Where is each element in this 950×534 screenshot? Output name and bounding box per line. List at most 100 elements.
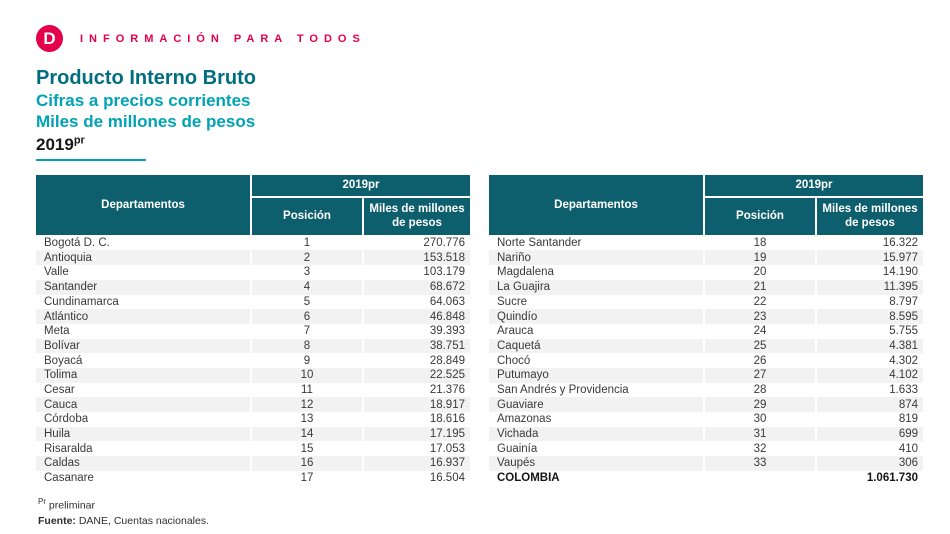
table-row: Vichada 31 699	[489, 426, 923, 442]
department-cell: Amazonas	[497, 413, 552, 426]
department-cell: Valle	[44, 266, 69, 279]
value-cell: 16.937	[364, 456, 470, 471]
source-text: DANE, Cuentas nacionales.	[78, 515, 209, 528]
department-cell: Arauca	[497, 325, 534, 338]
position-cell: 14	[252, 426, 362, 442]
table-header: Departamentos 2019pr Posición Miles de m…	[36, 174, 470, 235]
value-cell: 153.518	[364, 250, 470, 266]
department-cell: Boyacá	[44, 354, 83, 367]
table-row: Sucre 22 8.797	[489, 295, 923, 310]
position-cell: 7	[303, 325, 311, 338]
position-cell: 5	[303, 295, 311, 308]
table-row: Magdalena 20 14.190	[489, 265, 923, 280]
table-row: Quindío 23 8.595	[489, 309, 923, 324]
department-cell: Caldas	[36, 456, 250, 471]
value-cell: 1.633	[889, 383, 918, 396]
position-cell: 23	[705, 309, 815, 324]
department-cell: Cauca	[36, 397, 250, 412]
department-cell: Norte Santander	[497, 237, 582, 250]
year-label: 2019pr	[36, 134, 950, 155]
department-cell: Guaviare	[489, 397, 703, 412]
page-title: Producto Interno Bruto	[36, 67, 256, 89]
position-cell: 33	[705, 456, 815, 471]
department-cell: Atlántico	[36, 309, 250, 324]
tables-container: Departamentos 2019pr Posición Miles de m…	[36, 174, 923, 486]
department-cell: Cundinamarca	[44, 295, 119, 308]
department-cell: Meta	[44, 325, 70, 338]
value-cell: 15.977	[817, 250, 923, 266]
value-cell: 103.179	[423, 266, 465, 279]
value-cell: 874	[817, 397, 923, 412]
position-cell: 25	[705, 338, 815, 354]
footnote-text: preliminar	[48, 499, 96, 512]
value-cell: 21.376	[429, 383, 465, 396]
value-cell: 4.302	[889, 354, 918, 367]
gdp-table-right: Departamentos 2019pr Posición Miles de m…	[489, 174, 923, 486]
position-cell: 20	[753, 266, 767, 279]
subtitle-prices: Cifras a precios corrientes	[36, 91, 251, 110]
position-cell: 1	[303, 237, 311, 250]
value-cell: 18.616	[429, 413, 465, 426]
value-cell: 819	[898, 413, 918, 426]
table-row: Córdoba 13 18.616	[36, 412, 470, 427]
department-cell: Antioquia	[36, 250, 250, 266]
position-cell: 19	[705, 250, 815, 266]
source-line: Fuente: DANE, Cuentas nacionales.	[38, 514, 950, 529]
table-row: Bolívar 8 38.751	[36, 338, 470, 354]
position-cell: 10	[252, 367, 362, 383]
department-cell: Sucre	[497, 295, 528, 308]
table-row: Casanare 17 16.504	[36, 471, 470, 486]
position-cell: 22	[753, 295, 767, 308]
position-cell: 32	[753, 442, 767, 455]
year-underline	[36, 158, 146, 161]
table-row: Norte Santander 18 16.322	[489, 236, 923, 251]
year-superscript: pr	[73, 133, 85, 146]
table-row: Arauca 24 5.755	[489, 324, 923, 339]
value-cell: 46.848	[364, 309, 470, 324]
value-cell: 16.322	[882, 237, 918, 250]
position-cell: 11	[301, 383, 313, 396]
department-cell: Tolima	[36, 367, 250, 383]
position-cell: 9	[303, 354, 311, 367]
position-cell: 29	[705, 397, 815, 412]
value-cell: 11.395	[817, 279, 923, 295]
table-body: Bogotá D. C. 1 270.776 Antioquia 2 153.518 Val…	[36, 236, 470, 486]
department-cell: COLOMBIA	[497, 472, 560, 485]
position-cell: 18	[753, 237, 767, 250]
table-row: Caldas 16 16.937	[36, 456, 470, 471]
table-row: Santander 4 68.672	[36, 279, 470, 295]
table-header: Departamentos 2019pr Posición Miles de m…	[489, 174, 923, 235]
dane-logo-letter: D	[43, 29, 56, 48]
column-header-year-group: 2019pr	[252, 174, 470, 196]
value-cell: 14.190	[882, 266, 918, 279]
department-cell: Vaupés	[489, 456, 703, 471]
table-row: Guaviare 29 874	[489, 397, 923, 412]
value-cell: 18.917	[364, 397, 470, 412]
value-cell: 1.061.730	[866, 472, 918, 485]
position-cell: 13	[300, 413, 314, 426]
department-cell: Chocó	[497, 354, 531, 367]
column-header-departamentos: Departamentos	[36, 174, 250, 235]
department-cell: Bolívar	[36, 338, 250, 354]
table-row: Caquetá 25 4.381	[489, 338, 923, 354]
value-cell: 16.504	[429, 472, 465, 485]
brand-tagline: INFORMACIÓN PARA TODOS	[80, 32, 366, 45]
table-row: Guainía 32 410	[489, 441, 923, 456]
year-value: 2019	[36, 134, 74, 154]
table-row: Vaupés 33 306	[489, 456, 923, 471]
department-cell: Putumayo	[489, 367, 703, 383]
department-cell: San Andrés y Providencia	[497, 383, 629, 396]
position-cell: 28	[753, 383, 767, 396]
value-cell: 8.797	[889, 295, 918, 308]
footnote-preliminar: Pr preliminar	[38, 496, 950, 514]
department-cell: Santander	[36, 279, 250, 295]
position-cell: 21	[705, 279, 815, 295]
table-body: Norte Santander 18 16.322 Nariño 19 15.977 Mag…	[489, 236, 923, 486]
value-cell: 38.751	[364, 338, 470, 354]
department-cell: Casanare	[44, 472, 94, 485]
dane-logo-icon: D	[36, 25, 63, 52]
position-cell: 24	[753, 325, 767, 338]
column-header-departamentos: Departamentos	[489, 174, 703, 235]
table-row: Atlántico 6 46.848	[36, 309, 470, 324]
